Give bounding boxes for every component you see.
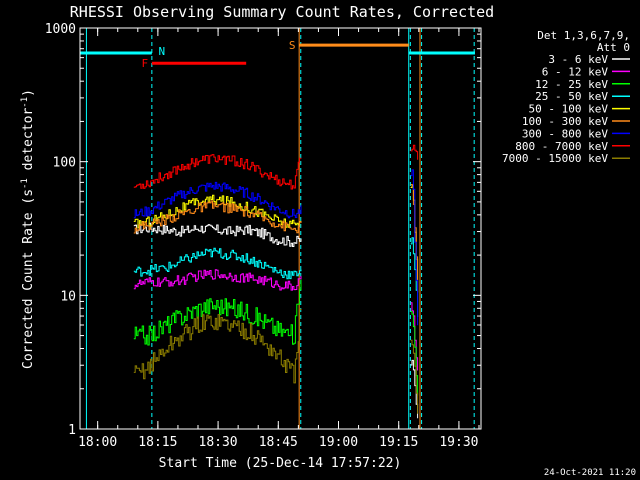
series-line (410, 169, 419, 326)
footer-timestamp: 24-Oct-2021 11:20 (544, 468, 636, 478)
legend-label: 25 - 50 keV (535, 90, 608, 103)
y-tick-label: 1 (68, 423, 76, 438)
legend-label: 800 - 7000 keV (515, 140, 608, 153)
plot-area (85, 28, 475, 429)
annotation-label: S (289, 39, 296, 52)
legend-label: 50 - 100 keV (529, 103, 609, 116)
series-line (133, 279, 302, 346)
x-tick-label: 19:30 (439, 435, 478, 450)
x-tick-label: 18:15 (138, 435, 177, 450)
annotation-label: F (142, 57, 149, 70)
y-axis-label: Corrected Count Rate (s-1 detector-1) (20, 89, 36, 369)
x-tick-label: 18:45 (259, 435, 298, 450)
x-axis: 18:00 18:15 18:30 18:45 19:00 19:15 19:30 (78, 28, 480, 450)
series-line (133, 269, 302, 291)
y-tick-label: 10 (60, 289, 76, 304)
series-line (410, 237, 419, 317)
legend-label: 300 - 800 keV (522, 127, 608, 140)
series-line (133, 222, 302, 247)
x-tick-label: 19:00 (319, 435, 358, 450)
legend-label: 3 - 6 keV (548, 53, 608, 66)
series-line (133, 247, 302, 280)
x-tick-label: 19:15 (379, 435, 418, 450)
series-layer (133, 144, 419, 419)
x-tick-label: 18:00 (78, 435, 117, 450)
chart-title: RHESSI Observing Summary Count Rates, Co… (70, 3, 494, 21)
x-tick-label: 18:30 (199, 435, 238, 450)
series-line (133, 181, 302, 219)
plot-frame (79, 27, 482, 430)
legend-header-line1: Det 1,3,6,7,9, (537, 29, 630, 42)
series-line (133, 200, 302, 234)
series-line (133, 194, 302, 229)
legend-label: 7000 - 15000 keV (502, 152, 608, 165)
series-line (410, 339, 419, 414)
y-tick-label: 1000 (45, 22, 76, 37)
series-line (133, 308, 302, 384)
y-axis: 1 10 100 1000 (45, 22, 481, 438)
y-tick-label: 100 (53, 156, 76, 171)
series-line (133, 154, 302, 190)
legend-label: 12 - 25 keV (535, 78, 608, 91)
series-line (410, 144, 419, 160)
legend-label: 6 - 12 keV (542, 65, 609, 78)
annotation-label: N (159, 45, 166, 58)
legend-label: 100 - 300 keV (522, 115, 608, 128)
x-axis-label: Start Time (25-Dec-14 17:57:22) (159, 456, 402, 471)
series-line (410, 359, 419, 419)
legend-header-line2: Att 0 (597, 41, 630, 54)
annotation-layer: NF S (80, 39, 475, 70)
